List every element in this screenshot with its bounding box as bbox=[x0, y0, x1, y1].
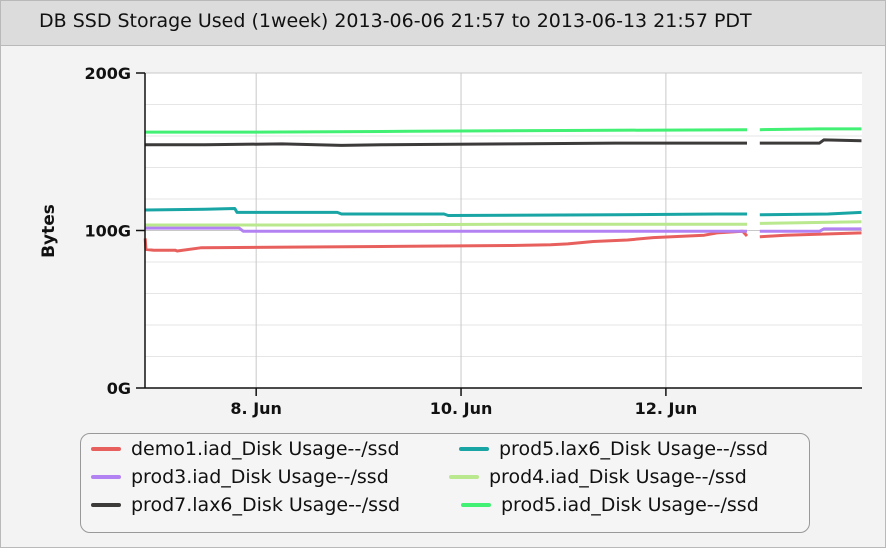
legend-swatch bbox=[91, 503, 121, 507]
legend: demo1.iad_Disk Usage--/ssd prod5.lax6_Dis… bbox=[80, 433, 810, 533]
legend-swatch bbox=[459, 447, 489, 451]
x-tick-label: 10. Jun bbox=[430, 399, 493, 418]
legend-item[interactable]: prod5.lax6_Disk Usage--/ssd bbox=[459, 438, 768, 460]
series-lines bbox=[143, 127, 862, 253]
series-line-2 bbox=[145, 207, 862, 217]
legend-label: prod7.lax6_Disk Usage--/ssd bbox=[131, 494, 401, 516]
legend-label: demo1.iad_Disk Usage--/ssd bbox=[131, 438, 400, 460]
legend-label: prod5.lax6_Disk Usage--/ssd bbox=[499, 438, 769, 460]
y-tick-label: 0G bbox=[107, 379, 131, 398]
legend-swatch bbox=[91, 447, 121, 451]
legend-label: prod3.iad_Disk Usage--/ssd bbox=[131, 466, 389, 488]
legend-item[interactable]: prod4.iad_Disk Usage--/ssd bbox=[449, 466, 747, 488]
x-tick-label: 8. Jun bbox=[230, 399, 282, 418]
legend-swatch bbox=[449, 475, 479, 479]
legend-swatch bbox=[461, 503, 491, 507]
legend-label: prod4.iad_Disk Usage--/ssd bbox=[489, 466, 747, 488]
series-line-5 bbox=[145, 138, 862, 147]
x-tick-label: 12. Jun bbox=[635, 399, 698, 418]
legend-label: prod5.iad_Disk Usage--/ssd bbox=[501, 494, 759, 516]
legend-item[interactable]: prod5.iad_Disk Usage--/ssd bbox=[461, 494, 759, 516]
legend-item[interactable]: demo1.iad_Disk Usage--/ssd bbox=[91, 438, 400, 460]
series-line-4 bbox=[145, 220, 862, 227]
series-line-6 bbox=[145, 127, 862, 134]
y-axis-title: Bytes bbox=[39, 204, 59, 258]
title-bar: DB SSD Storage Used (1week) 2013-06-06 2… bbox=[1, 1, 885, 46]
legend-item[interactable]: prod3.iad_Disk Usage--/ssd bbox=[91, 466, 389, 488]
legend-swatch bbox=[91, 475, 121, 479]
chart-title: DB SSD Storage Used (1week) 2013-06-06 2… bbox=[39, 10, 752, 32]
y-tick-label: 200G bbox=[84, 64, 131, 83]
series-line-1 bbox=[143, 229, 862, 253]
series-line-3 bbox=[145, 226, 862, 233]
legend-item[interactable]: prod7.lax6_Disk Usage--/ssd bbox=[91, 494, 400, 516]
axes: 0G 100G 200G 8. Jun 10. Jun 12. Jun bbox=[84, 64, 862, 418]
y-tick-label: 100G bbox=[84, 222, 131, 241]
